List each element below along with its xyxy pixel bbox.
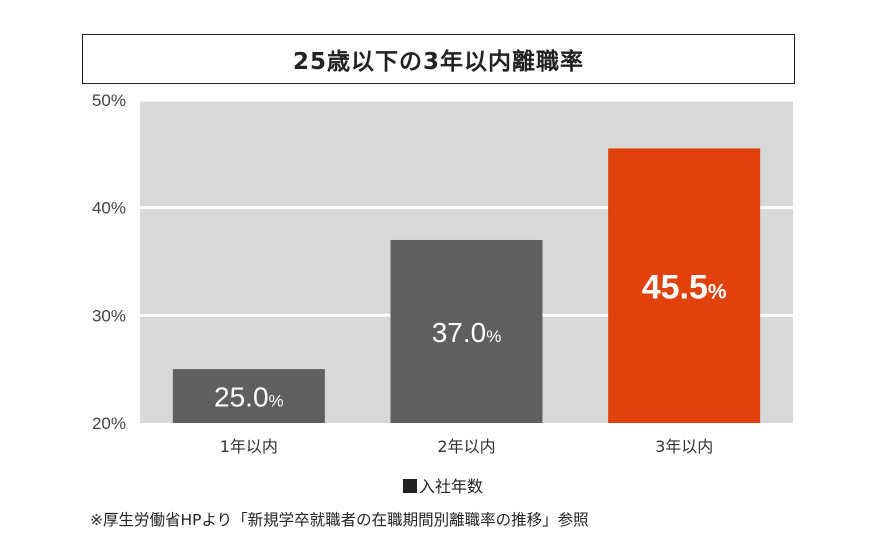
legend: 入社年数 bbox=[0, 473, 886, 497]
chart-title: 25歳以下の3年以内離職率 bbox=[82, 34, 795, 84]
x-category-label: 3年以内 bbox=[655, 437, 713, 456]
x-category-label: 1年以内 bbox=[220, 437, 278, 456]
data-label: 25.0% bbox=[214, 382, 284, 413]
y-tick-label: 20% bbox=[92, 414, 126, 433]
y-tick-label: 30% bbox=[92, 306, 126, 325]
x-category-label: 2年以内 bbox=[437, 437, 495, 456]
data-label: 37.0% bbox=[432, 317, 502, 348]
legend-label: 入社年数 bbox=[418, 477, 483, 496]
bar bbox=[390, 239, 543, 423]
source-note: ※厚生労働省HPより「新規学卒就職者の在職期間別離職率の推移」参照 bbox=[90, 511, 589, 529]
bar bbox=[608, 148, 761, 423]
data-label: 45.5% bbox=[642, 269, 727, 307]
legend-square-icon bbox=[402, 479, 417, 493]
bar-chart: 20% 30% 40% 50% 25.0% 1年以内 37.0% 2年以内 45.5% 3年以内 bbox=[92, 91, 793, 456]
y-tick-label: 40% bbox=[92, 199, 126, 218]
bar bbox=[172, 369, 325, 423]
y-tick-label: 50% bbox=[92, 91, 126, 110]
